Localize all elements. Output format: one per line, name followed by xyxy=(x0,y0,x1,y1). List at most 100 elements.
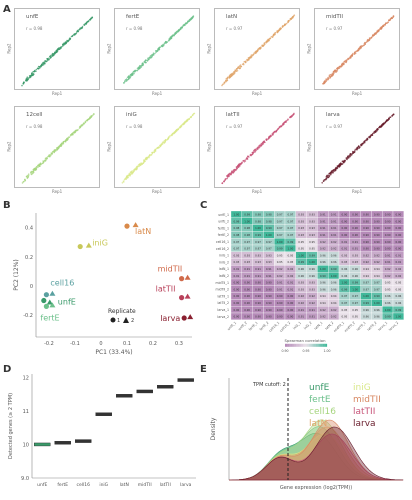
heatmap-cell-value: 0.90 xyxy=(255,308,261,312)
scatter-point xyxy=(278,126,281,128)
heatmap-legend-swatch xyxy=(318,343,321,347)
heatmap-cell-value: 0.92 xyxy=(277,267,283,271)
scatter-point xyxy=(251,151,254,154)
scatter-point xyxy=(33,70,36,73)
bar-mark xyxy=(54,441,71,445)
scatter-point xyxy=(280,27,282,30)
pca-point xyxy=(124,223,130,229)
heatmap-cell-value: 0.92 xyxy=(396,274,402,278)
scatter-point xyxy=(128,75,130,77)
scatter-point xyxy=(30,171,32,174)
expression-density-chart: Gene expression (log2(TPM)) Density TPM cu… xyxy=(210,378,404,491)
heatmap-cell-value: 0.90 xyxy=(255,281,261,285)
scatter-point xyxy=(256,51,258,53)
scatter-point xyxy=(333,169,335,171)
scatter-point xyxy=(190,115,193,118)
scatter-point xyxy=(133,72,135,75)
scatter-point xyxy=(388,118,390,120)
heatmap-cell-value: 0.93 xyxy=(309,287,315,291)
heatmap-cell-value: 1.00 xyxy=(331,274,337,278)
scatter-point xyxy=(129,175,131,177)
facet-x-label: Rep1 xyxy=(152,189,163,194)
scatter-point xyxy=(136,67,139,70)
heatmap-cell-value: 0.90 xyxy=(266,308,272,312)
scatter-point xyxy=(32,170,34,173)
scatter-point xyxy=(88,18,91,21)
heatmap-cell-value: 0.94 xyxy=(320,294,326,298)
heatmap-col-label: latTII_1 xyxy=(356,321,367,332)
heatmap-cell-value: 0.90 xyxy=(266,287,272,291)
heatmap-cell-value: 0.91 xyxy=(320,226,326,230)
heatmap-cell-value: 0.95 xyxy=(352,315,358,319)
heatmap-cell-value: 0.91 xyxy=(342,247,348,251)
heatmap-cell-value: 0.90 xyxy=(255,315,261,319)
scatter-point xyxy=(243,159,246,162)
heatmap-cell-value: 0.91 xyxy=(352,247,358,251)
scatter-point xyxy=(354,148,357,151)
scatter-point xyxy=(162,43,164,46)
scatter-point xyxy=(139,163,141,165)
scatter-point xyxy=(242,160,244,162)
bar-mark xyxy=(157,385,174,389)
heatmap-legend-swatch xyxy=(296,343,298,347)
scatter-point xyxy=(44,60,46,62)
scatter-point xyxy=(223,82,226,84)
heatmap-cell-value: 0.90 xyxy=(363,247,369,251)
scatter-point xyxy=(166,41,168,43)
bar-mark xyxy=(34,442,51,447)
scatter-point xyxy=(365,41,368,44)
scatter-point xyxy=(40,163,42,166)
scatter-point xyxy=(258,145,260,147)
scatter-point xyxy=(286,119,288,122)
heatmap-cell-value: 0.91 xyxy=(255,267,261,271)
scatter-point xyxy=(237,166,240,168)
heatmap-cell-value: 0.96 xyxy=(331,253,337,257)
facet-label: latTII xyxy=(226,112,240,118)
heatmap-cell-value: 0.91 xyxy=(331,233,337,237)
scatter-point xyxy=(376,128,379,130)
pca-x-tick: 0.3 xyxy=(175,341,183,347)
heatmap-legend-swatch xyxy=(300,343,302,347)
scatter-point xyxy=(363,44,365,46)
heatmap-cell-value: 0.99 xyxy=(363,301,369,305)
scatter-point xyxy=(246,59,249,61)
heatmap-cell-value: 0.92 xyxy=(309,301,315,305)
heatmap-cell-value: 0.96 xyxy=(352,267,358,271)
scatter-point xyxy=(352,151,354,154)
pca-y-tick: 0.4 xyxy=(25,226,33,232)
scatter-point xyxy=(158,46,161,49)
scatter-point xyxy=(359,47,362,50)
heatmap-cell-value: 0.91 xyxy=(320,219,326,223)
scatter-point xyxy=(135,167,137,169)
heatmap-cell-value: 0.97 xyxy=(342,301,348,305)
heatmap-cell-value: 0.97 xyxy=(374,281,380,285)
heatmap-cell-value: 0.91 xyxy=(309,315,315,319)
heatmap-cell-value: 0.93 xyxy=(309,219,315,223)
heatmap-cell-value: 0.96 xyxy=(385,294,391,298)
heatmap-cell-value: 0.93 xyxy=(309,281,315,285)
heatmap-cell-value: 0.91 xyxy=(385,253,391,257)
pca-point xyxy=(85,242,92,248)
scatter-facet: 12cell r = 0.98 Rep1 Rep2 xyxy=(7,106,100,194)
scatter-point xyxy=(251,153,254,155)
bar-category-label: cell16 xyxy=(77,482,91,488)
scatter-point xyxy=(24,178,26,181)
scatter-point xyxy=(289,19,291,21)
facet-y-label: Rep2 xyxy=(106,141,112,152)
scatter-point xyxy=(361,45,363,47)
heatmap-cell-value: 0.95 xyxy=(396,281,402,285)
scatter-point xyxy=(161,142,164,144)
heatmap-cell-value: 0.92 xyxy=(374,253,380,257)
heatmap-cell-value: 1.00 xyxy=(255,226,261,230)
heatmap-row-label: unfE_1 xyxy=(218,213,229,217)
scatter-point xyxy=(57,145,60,148)
facet-x-label: Rep1 xyxy=(352,91,363,96)
scatter-point xyxy=(328,172,330,175)
scatter-point xyxy=(123,181,125,183)
scatter-point xyxy=(29,75,32,77)
facet-y-label: Rep2 xyxy=(106,43,112,54)
scatter-point xyxy=(86,21,88,24)
scatter-point xyxy=(380,126,382,128)
scatter-point xyxy=(158,48,160,51)
scatter-point xyxy=(150,54,152,57)
